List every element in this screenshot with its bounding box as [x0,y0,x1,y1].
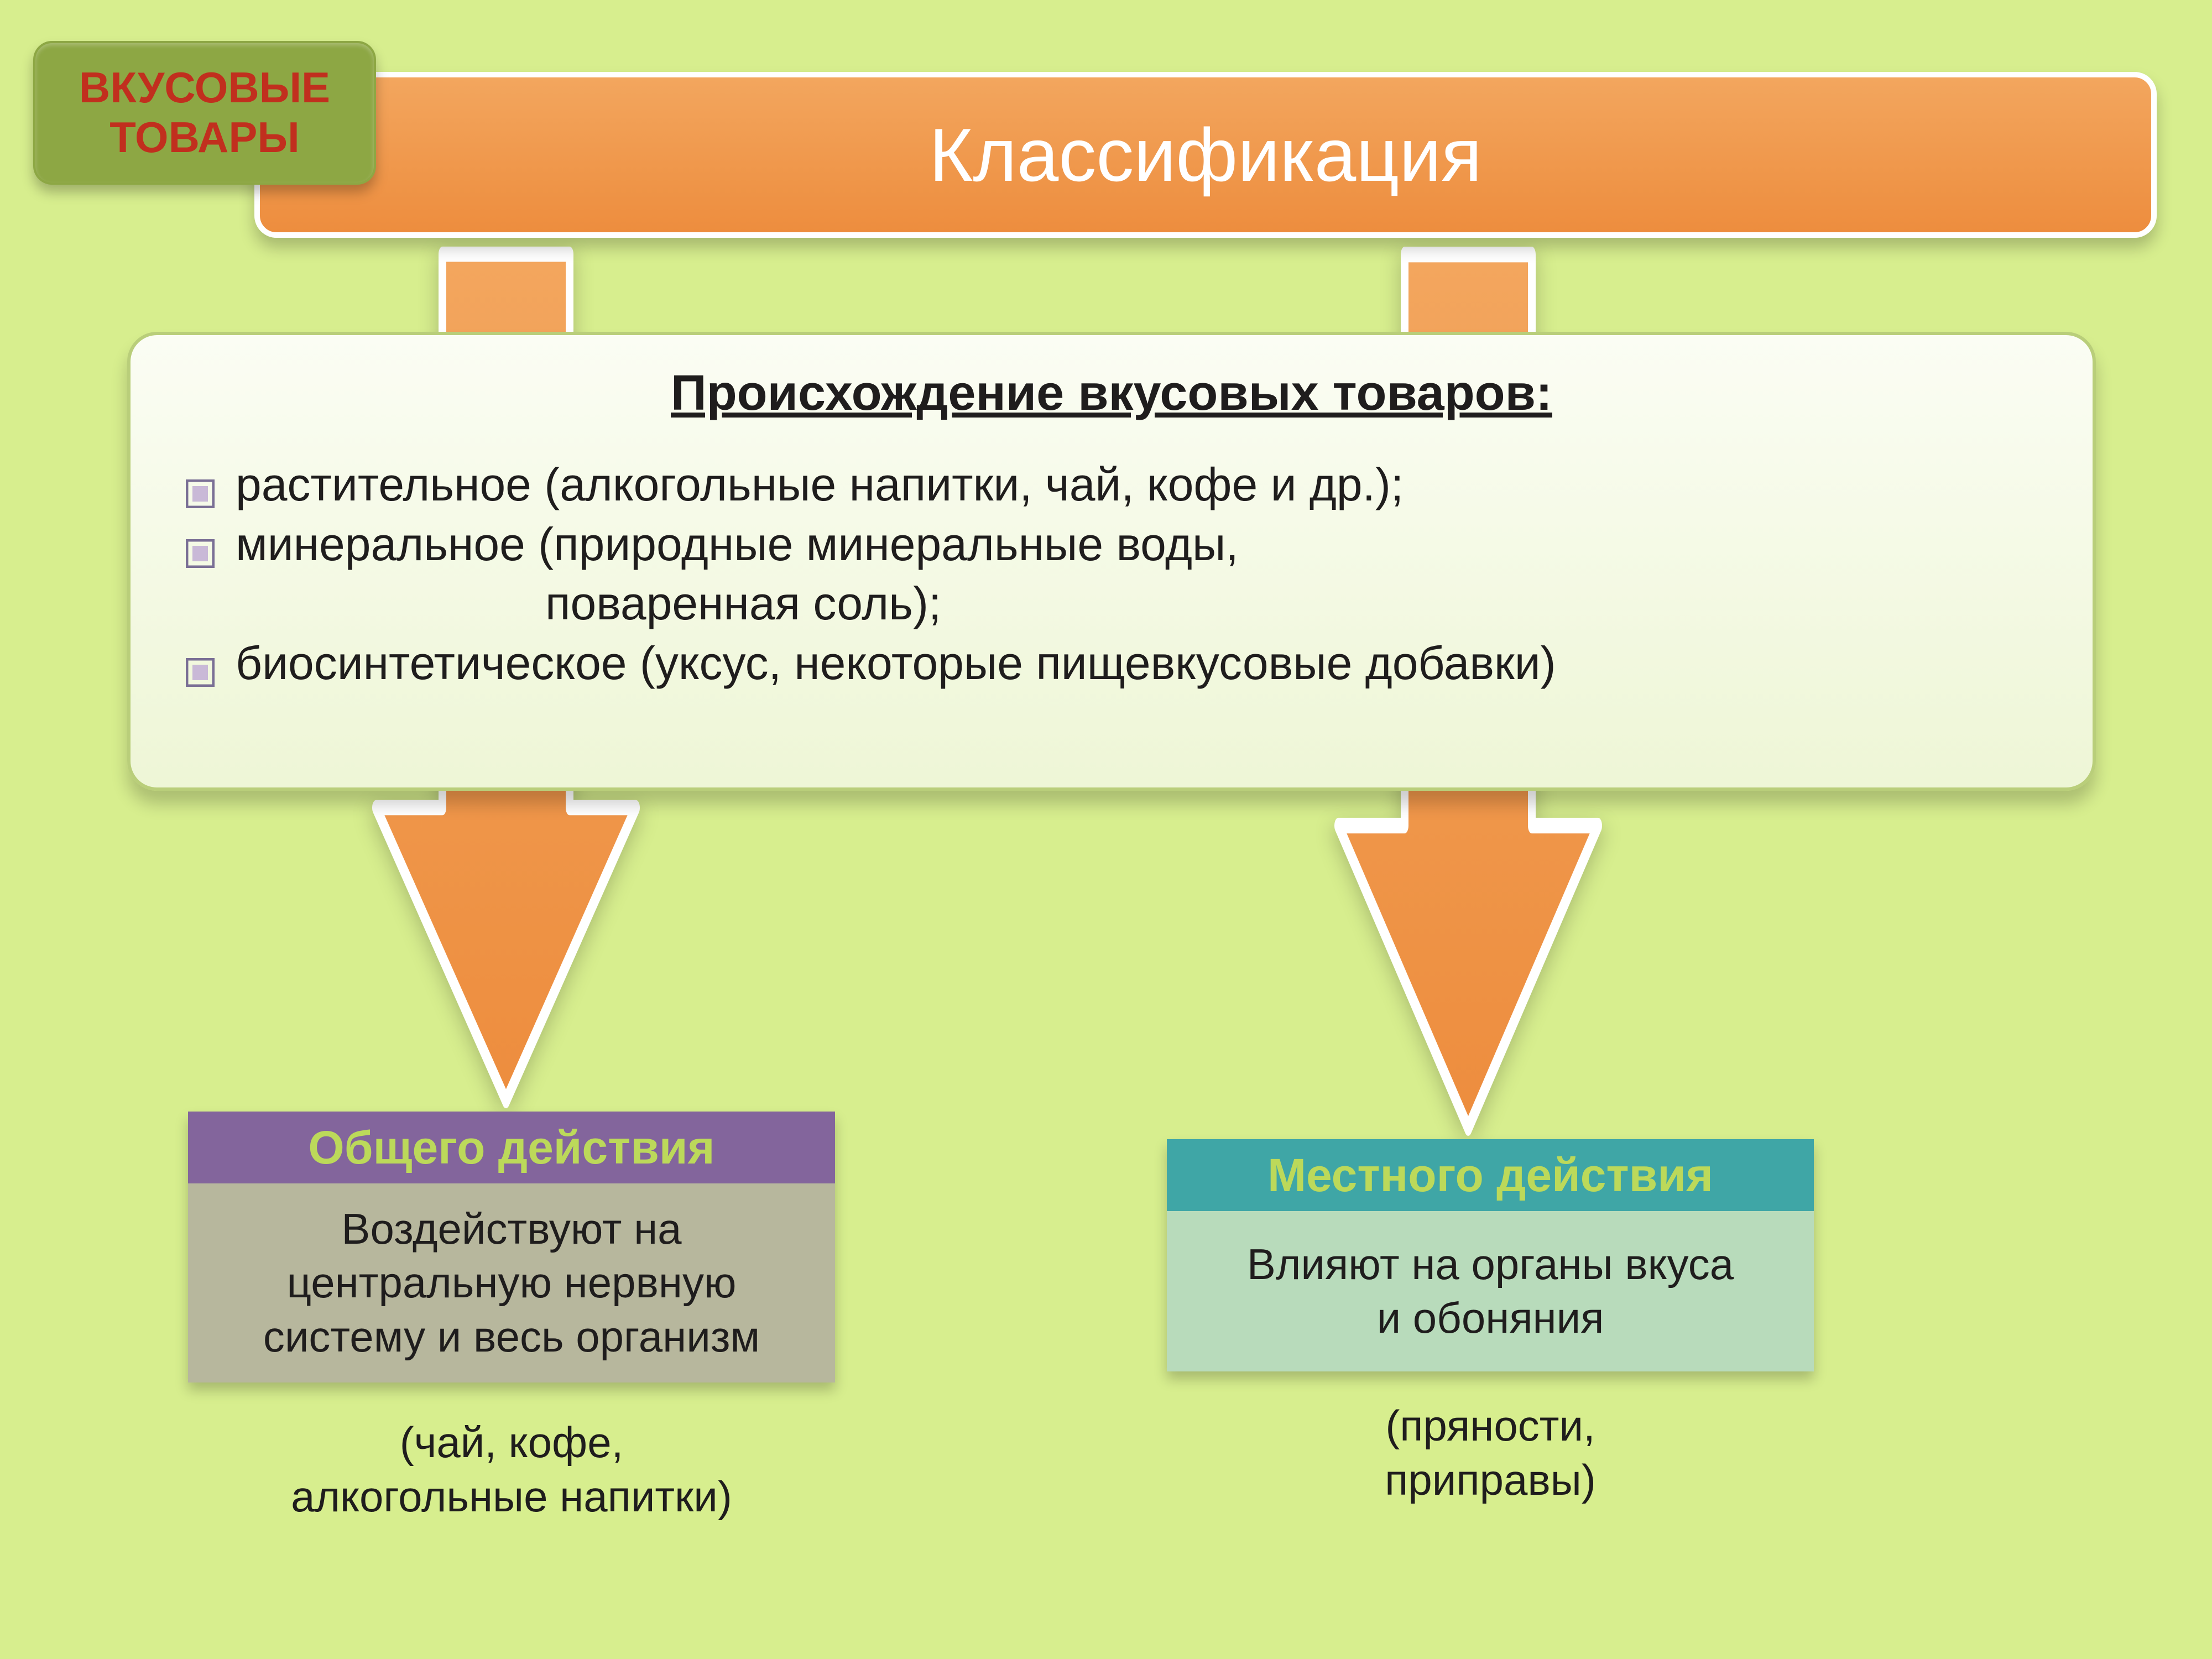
slide-background [0,0,2212,1659]
card-local-body-text: и обоняния [1377,1293,1604,1342]
card-local-caption: (пряности, приправы) [1167,1399,1814,1507]
card-local-body-text: Влияют на органы вкуса [1247,1240,1734,1288]
list-item-text: биосинтетическое (уксус, некоторые пищев… [236,637,1556,689]
origin-panel: Происхождение вкусовых товаров: растител… [127,332,2096,791]
panel-title-text: Происхождение вкусовых товаров [671,366,1536,421]
panel-title: Происхождение вкусовых товаров: [169,365,2054,422]
bullet-icon [186,463,215,492]
card-general: Общего действия Воздействуют на централь… [188,1112,835,1383]
title-text: Классификация [929,112,1482,198]
caption-line: приправы) [1385,1455,1596,1504]
card-local-head: Местного действия [1167,1139,1814,1211]
list-item-text: минеральное (природные минеральные воды, [236,518,1239,570]
list-item-cont: поваренная соль); [236,574,2054,634]
card-general-head: Общего действия [188,1112,835,1183]
bullet-icon [186,641,215,670]
card-general-body: Воздействуют на центральную нервную сист… [188,1183,835,1383]
card-local-head-text: Местного действия [1267,1149,1713,1202]
caption-line: (чай, кофе, [400,1418,624,1467]
list-item: растительное (алкогольные напитки, чай, … [169,455,2054,515]
caption-line: алкогольные напитки) [291,1472,732,1521]
card-general-body-text: Воздействуют на центральную нервную сист… [205,1202,818,1364]
panel-title-suffix: : [1536,366,1552,421]
card-local-body: Влияют на органы вкуса и обоняния [1167,1211,1814,1371]
panel-bullet-list: растительное (алкогольные напитки, чай, … [169,455,2054,693]
title-bar: Классификация [254,72,2157,238]
card-general-head-text: Общего действия [308,1121,714,1175]
list-item: биосинтетическое (уксус, некоторые пищев… [169,634,2054,693]
badge-line1: ВКУСОВЫЕ [79,63,330,112]
card-local: Местного действия Влияют на органы вкуса… [1167,1139,1814,1371]
list-item-text: растительное (алкогольные напитки, чай, … [236,458,1404,510]
list-item: минеральное (природные минеральные воды,… [169,515,2054,634]
card-general-caption: (чай, кофе, алкогольные напитки) [188,1416,835,1524]
bullet-icon [186,523,215,551]
caption-line: (пряности, [1385,1401,1595,1450]
badge-line2: ТОВАРЫ [109,113,300,161]
category-badge: ВКУСОВЫЕ ТОВАРЫ [33,41,376,185]
